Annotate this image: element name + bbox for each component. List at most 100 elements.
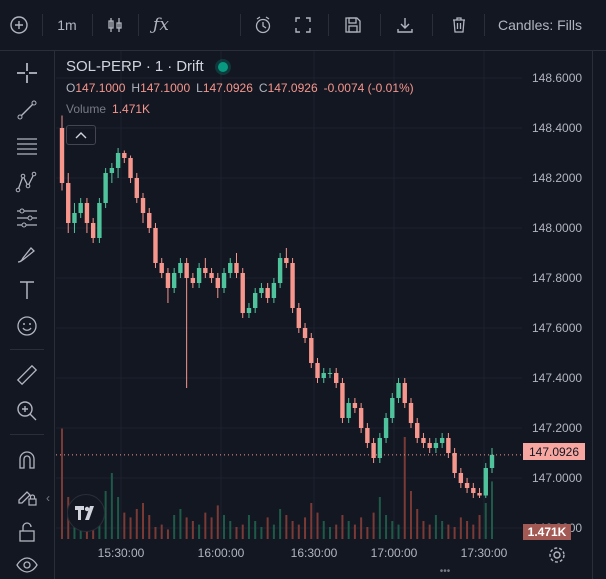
- candle-body: [427, 443, 432, 448]
- close-value: 147.0926: [267, 81, 318, 95]
- volume-bar: [191, 521, 194, 539]
- volume-bar: [378, 497, 381, 539]
- candle-body: [78, 203, 83, 213]
- alert-icon[interactable]: [250, 12, 276, 38]
- candle-body: [352, 403, 358, 408]
- volume-bar: [185, 517, 188, 539]
- download-icon[interactable]: [392, 12, 418, 38]
- volume-bar: [285, 515, 288, 539]
- candle-body: [346, 403, 351, 418]
- volume-bar: [391, 521, 394, 539]
- eye-icon[interactable]: [13, 551, 41, 579]
- price-tick: 147.2000: [532, 421, 583, 435]
- plus-circle-icon[interactable]: [6, 12, 32, 38]
- candle-body: [296, 308, 302, 328]
- candle-body: [415, 423, 420, 438]
- candle-body: [365, 428, 370, 443]
- zoom-icon[interactable]: [13, 397, 41, 425]
- candle-body: [421, 438, 426, 443]
- volume-bar: [403, 437, 406, 539]
- candle-body: [153, 228, 158, 263]
- candle-body: [252, 293, 258, 308]
- text-icon[interactable]: [13, 276, 41, 304]
- volume-bar: [173, 515, 176, 539]
- price-tick: 147.0000: [532, 471, 583, 485]
- candle-body: [66, 183, 71, 223]
- brush-icon[interactable]: [13, 240, 41, 268]
- trash-icon[interactable]: [446, 12, 472, 38]
- candle-body: [446, 438, 451, 453]
- candle-body: [371, 443, 376, 458]
- price-axis[interactable]: 148.6000 148.4000 148.2000 148.0000 147.8000…: [522, 51, 592, 539]
- volume-bar: [254, 521, 257, 539]
- volume-bar: [260, 527, 263, 539]
- volume-bar: [166, 529, 169, 539]
- lock-icon[interactable]: [13, 518, 41, 546]
- candles-icon[interactable]: [102, 12, 128, 38]
- volume-bar: [291, 521, 294, 539]
- time-axis[interactable]: 15:30:00 16:00:00 16:30:00 17:00:00 17:30:00: [56, 540, 522, 566]
- fib-icon[interactable]: [13, 132, 41, 160]
- tradingview-logo: [67, 494, 105, 532]
- volume-bar: [160, 524, 163, 539]
- volume-bar: [341, 515, 344, 539]
- trendline-icon[interactable]: [13, 96, 41, 124]
- candle-body: [90, 223, 96, 238]
- candle-body: [483, 468, 488, 496]
- volume-bar: [353, 524, 356, 539]
- volume-bar: [154, 527, 157, 539]
- volume-bar: [272, 524, 275, 539]
- right-panel-edge: [592, 51, 606, 579]
- pattern-icon[interactable]: [13, 168, 41, 196]
- volume-bar: [247, 515, 250, 539]
- low-value: 147.0926: [202, 81, 253, 95]
- volume-bar: [372, 512, 375, 539]
- candle-body: [203, 268, 208, 273]
- volume-bar: [235, 527, 238, 539]
- crosshair-icon[interactable]: [13, 59, 41, 87]
- volume-bar: [204, 512, 207, 539]
- collapse-toolbar-icon[interactable]: ‹: [46, 491, 50, 505]
- candle-body: [259, 288, 264, 293]
- time-tick: 17:30:00: [460, 546, 508, 560]
- volume-bar: [135, 509, 138, 539]
- fullscreen-icon[interactable]: [290, 12, 316, 38]
- volume-bar: [434, 515, 437, 539]
- candle-body: [159, 263, 164, 273]
- volume-bar: [241, 524, 244, 539]
- save-icon[interactable]: [340, 12, 366, 38]
- function-icon[interactable]: ƒx: [153, 15, 169, 35]
- volume-bar: [123, 512, 126, 539]
- collapse-legend-button[interactable]: [66, 125, 96, 145]
- volume-bar: [229, 521, 232, 539]
- emoji-icon[interactable]: [13, 312, 41, 340]
- ruler-icon[interactable]: [13, 361, 41, 389]
- interval-button[interactable]: 1m: [57, 17, 77, 33]
- volume-axis-label: 1.471K: [523, 524, 571, 540]
- settings-icon[interactable]: [548, 546, 566, 569]
- candle-body: [122, 153, 127, 158]
- candle-body: [390, 398, 395, 418]
- volume-bar: [453, 527, 456, 539]
- candle-body: [315, 363, 320, 378]
- candle-body: [140, 198, 146, 213]
- candle-body: [115, 153, 121, 168]
- volume-bar: [266, 517, 269, 539]
- volume-label: Volume: [66, 102, 107, 116]
- volume-bar: [223, 515, 226, 539]
- price-chart[interactable]: [56, 51, 522, 539]
- measure-icon[interactable]: [13, 204, 41, 232]
- magnet-icon[interactable]: [13, 446, 41, 474]
- time-tick: 15:30:00: [97, 546, 145, 560]
- candle-body: [433, 443, 439, 448]
- candle-body: [103, 173, 108, 203]
- drag-handle-icon[interactable]: •••: [439, 566, 451, 577]
- volume-bar: [484, 503, 487, 539]
- volume-bar: [347, 521, 350, 539]
- drawing-toolbar: ‹: [0, 51, 55, 579]
- price-tick: 148.2000: [532, 171, 583, 185]
- volume-bar: [322, 521, 325, 539]
- price-tick: 147.4000: [532, 371, 583, 385]
- lock-draw-icon[interactable]: [13, 482, 41, 510]
- candles-type-button[interactable]: Candles: Fills: [497, 17, 583, 33]
